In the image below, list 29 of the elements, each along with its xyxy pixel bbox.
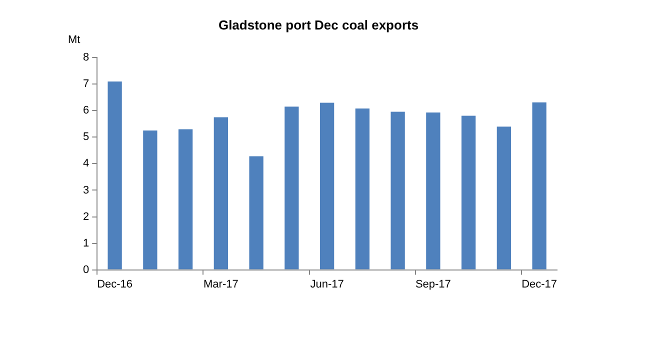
bar	[390, 112, 405, 270]
x-tick-label: Sep-17	[415, 278, 451, 290]
bar	[426, 112, 440, 270]
x-tick-label: Dec-16	[97, 278, 133, 290]
bar	[249, 156, 264, 270]
bar	[496, 126, 512, 270]
y-tick-label: 5	[82, 131, 90, 144]
y-axis-title: Mt	[68, 34, 80, 46]
bar	[214, 117, 228, 270]
x-tick-label: Dec-17	[522, 278, 558, 290]
bar	[532, 102, 546, 270]
bar	[284, 106, 299, 270]
x-tick-label: Mar-17	[204, 278, 238, 290]
y-tick-label: 8	[82, 52, 90, 64]
bar	[178, 129, 193, 270]
bar	[108, 81, 122, 270]
y-tick-label: 6	[82, 104, 90, 117]
y-tick-label: 3	[82, 184, 90, 196]
chart-title: Gladstone port Dec coal exports	[218, 17, 419, 32]
bar	[461, 116, 476, 270]
x-tick-label: Jun-17	[310, 278, 344, 290]
y-tick-label: 1	[82, 237, 90, 250]
y-tick-label: 0	[82, 264, 90, 276]
y-tick-label: 7	[82, 78, 90, 90]
y-tick-label: 2	[82, 210, 90, 223]
y-tick-label: 4	[82, 158, 90, 170]
bar	[143, 130, 158, 270]
bar	[320, 102, 334, 270]
bar	[355, 108, 370, 270]
